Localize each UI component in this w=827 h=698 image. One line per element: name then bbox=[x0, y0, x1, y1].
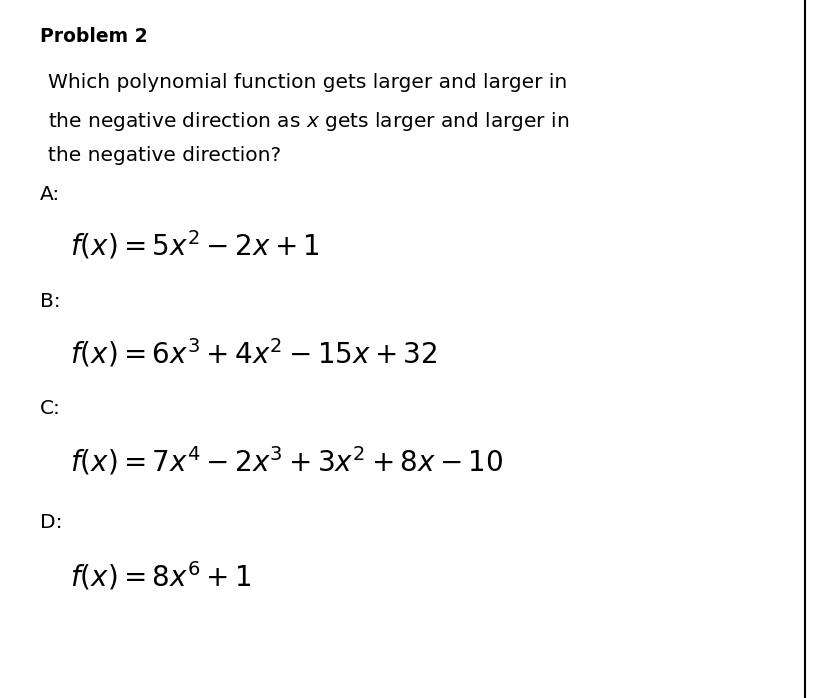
Text: $f(x) = 6x^3 + 4x^2 - 15x + 32$: $f(x) = 6x^3 + 4x^2 - 15x + 32$ bbox=[70, 336, 437, 369]
Text: $f(x) = 7x^4 - 2x^3 + 3x^2 + 8x - 10$: $f(x) = 7x^4 - 2x^3 + 3x^2 + 8x - 10$ bbox=[70, 445, 503, 477]
Text: Which polynomial function gets larger and larger in: Which polynomial function gets larger an… bbox=[48, 73, 566, 92]
Text: the negative direction as $x$ gets larger and larger in: the negative direction as $x$ gets large… bbox=[48, 110, 569, 133]
Text: $f(x) = 8x^6 + 1$: $f(x) = 8x^6 + 1$ bbox=[70, 560, 251, 593]
Text: $f(x) = 5x^2 - 2x + 1$: $f(x) = 5x^2 - 2x + 1$ bbox=[70, 229, 320, 262]
Text: A:: A: bbox=[40, 185, 60, 204]
Text: C:: C: bbox=[40, 399, 60, 418]
Text: Problem 2: Problem 2 bbox=[40, 27, 147, 45]
Text: D:: D: bbox=[40, 513, 62, 532]
Text: the negative direction?: the negative direction? bbox=[48, 146, 281, 165]
Text: B:: B: bbox=[40, 292, 60, 311]
